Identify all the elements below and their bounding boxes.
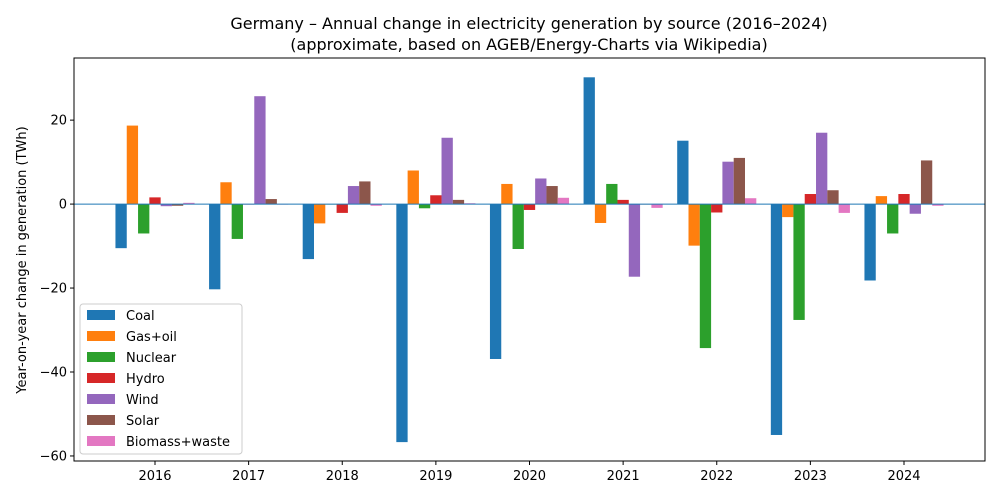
bar-wind-2019 (441, 137, 453, 205)
bar-wind-2020 (535, 178, 547, 205)
bar-solar-2016 (171, 204, 184, 206)
x-tick-label: 2024 (887, 469, 920, 484)
bar-wind-2021 (628, 204, 641, 277)
bar-solar-2020 (546, 186, 558, 205)
bar-hydro-2018 (336, 204, 348, 213)
y-tick-label: 0 (59, 198, 67, 213)
bar-gas-oil-2017 (220, 182, 232, 205)
legend-swatch (87, 352, 115, 362)
bar-biomass-waste-2018 (370, 204, 382, 206)
bar-solar-2022 (733, 157, 745, 205)
bar-hydro-2021 (617, 199, 629, 205)
bar-solar-2017 (265, 199, 277, 205)
bar-coal-2021 (583, 77, 595, 205)
bar-hydro-2016 (149, 197, 161, 205)
legend-swatch (87, 436, 115, 446)
x-tick-label: 2023 (794, 469, 827, 484)
bar-coal-2017 (209, 204, 221, 290)
legend-swatch (87, 373, 115, 383)
bar-nuclear-2019 (418, 204, 431, 209)
bar-gas-oil-2021 (594, 204, 607, 223)
bar-solar-2024 (920, 160, 933, 205)
bar-gas-oil-2022 (688, 204, 700, 246)
legend-label: Solar (126, 414, 160, 429)
bar-hydro-2022 (711, 204, 723, 213)
bar-gas-oil-2023 (782, 204, 794, 218)
bar-hydro-2023 (804, 194, 817, 205)
x-tick-label: 2016 (138, 469, 171, 484)
bar-wind-2023 (816, 132, 828, 205)
x-tick-label: 2021 (607, 469, 640, 484)
bar-gas-oil-2020 (501, 183, 513, 205)
legend-label: Coal (126, 309, 155, 324)
bar-nuclear-2020 (512, 204, 524, 250)
legend-box (79, 303, 243, 455)
bar-solar-2019 (452, 199, 465, 205)
bar-wind-2022 (722, 161, 734, 205)
bar-nuclear-2021 (606, 183, 618, 205)
x-tick-label: 2019 (419, 469, 452, 484)
bar-coal-2019 (396, 204, 408, 443)
bar-hydro-2019 (430, 195, 442, 205)
bar-biomass-waste-2020 (557, 197, 570, 205)
chart-subtitle: (approximate, based on AGEB/Energy-Chart… (290, 35, 767, 54)
bar-biomass-waste-2024 (932, 204, 944, 206)
bar-nuclear-2022 (699, 204, 712, 349)
y-tick-label: −40 (40, 366, 67, 381)
bar-coal-2023 (770, 204, 783, 435)
legend-swatch (87, 394, 115, 404)
bar-wind-2024 (909, 204, 921, 214)
bar-biomass-waste-2023 (838, 204, 850, 213)
legend-label: Gas+oil (126, 330, 177, 345)
bar-gas-oil-2019 (407, 170, 419, 205)
bar-solar-2018 (359, 181, 371, 205)
y-tick-label: 20 (50, 114, 67, 129)
x-tick-label: 2017 (232, 469, 265, 484)
y-axis-label: Year-on-year change in generation (TWh) (15, 126, 30, 394)
bar-nuclear-2024 (887, 204, 899, 234)
legend: Coal Gas+oil Nuclear Hydro Wind Solar Biomass+… (79, 303, 243, 455)
bar-solar-2023 (827, 190, 839, 205)
legend-swatch (87, 310, 115, 320)
bar-biomass-waste-2022 (745, 198, 757, 205)
x-tick-label: 2022 (700, 469, 733, 484)
bar-hydro-2020 (523, 204, 536, 210)
chart-title: Germany – Annual change in electricity g… (230, 14, 827, 33)
bar-gas-oil-2018 (314, 204, 326, 224)
legend-swatch (87, 415, 115, 425)
bar-nuclear-2016 (138, 204, 150, 234)
bar-wind-2018 (347, 186, 360, 205)
bar-gas-oil-2024 (875, 196, 888, 205)
y-tick-label: −60 (40, 449, 67, 464)
bar-wind-2016 (160, 204, 172, 207)
legend-label: Wind (126, 393, 159, 408)
bar-nuclear-2023 (793, 204, 805, 320)
bar-biomass-waste-2021 (651, 204, 663, 208)
bar-biomass-waste-2016 (183, 202, 195, 205)
bar-coal-2020 (489, 204, 502, 359)
bar-gas-oil-2016 (126, 125, 139, 205)
legend-label: Nuclear (126, 351, 177, 366)
bar-coal-2016 (115, 204, 127, 249)
bar-wind-2017 (254, 96, 266, 205)
y-tick-label: −20 (40, 282, 67, 297)
legend-swatch (87, 331, 115, 341)
bar-hydro-2024 (898, 194, 910, 205)
bar-coal-2024 (864, 204, 876, 281)
x-tick-label: 2018 (326, 469, 359, 484)
legend-label: Biomass+waste (126, 435, 230, 450)
x-tick-label: 2020 (513, 469, 546, 484)
bar-nuclear-2017 (231, 204, 243, 239)
bar-coal-2022 (677, 140, 689, 205)
bar-coal-2018 (302, 204, 314, 260)
legend-label: Hydro (126, 372, 165, 387)
